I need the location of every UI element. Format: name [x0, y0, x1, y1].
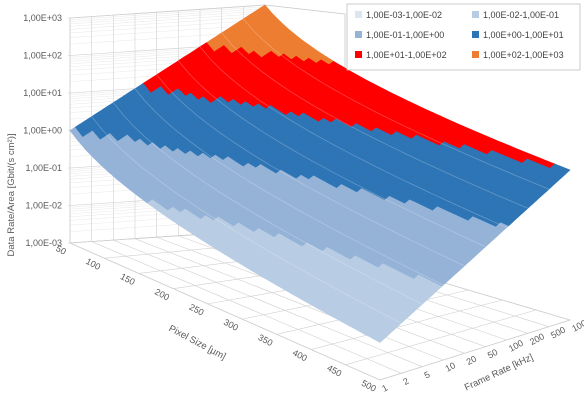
legend-swatch — [355, 51, 362, 58]
legend-box — [346, 3, 581, 71]
frame-rate-tick-label: 2 — [401, 376, 410, 387]
frame-rate-tick-label: 10 — [444, 360, 458, 374]
z-axis-ticks: 1,00E+03 1,00E+02 1,00E+01 1,00E+00 1,00E-01… — [23, 13, 62, 248]
legend-entry-label: 1,00E+00-1,00E+01 — [483, 30, 564, 40]
pixel-size-tick-label: 50 — [54, 243, 68, 257]
legend: 1,00E-03-1,00E-02 1,00E-02-1,00E-01 1,00E-… — [346, 3, 581, 71]
legend-entry-label: 1,00E+01-1,00E+02 — [366, 50, 447, 60]
legend-swatch — [355, 11, 362, 18]
pixel-size-tick-label: 400 — [291, 347, 309, 363]
pixel-size-tick-label: 100 — [84, 256, 102, 272]
legend-entry-label: 1,00E-02-1,00E-01 — [483, 10, 559, 20]
frame-rate-tick-label: 5 — [422, 369, 431, 380]
legend-swatch — [472, 31, 479, 38]
z-tick-label: 1,00E-03 — [25, 238, 62, 248]
pixel-size-tick-label: 500 — [360, 378, 378, 394]
x-axis-title: Pixel Size [µm] — [167, 323, 228, 362]
z-tick-label: 1,00E-02 — [25, 201, 62, 211]
frame-rate-tick-label: 1000 — [570, 316, 584, 334]
frame-rate-tick-label: 20 — [465, 354, 479, 368]
legend-entry-label: 1,00E-01-1,00E+00 — [366, 30, 444, 40]
z-tick-label: 1,00E+00 — [23, 126, 62, 136]
z-tick-label: 1,00E+03 — [23, 13, 62, 23]
pixel-size-tick-label: 200 — [153, 287, 171, 303]
legend-swatch — [355, 31, 362, 38]
legend-entry-label: 1,00E+02-1,00E+03 — [483, 50, 564, 60]
frame-rate-tick-label: 200 — [528, 331, 546, 347]
frame-rate-tick-label: 100 — [507, 338, 525, 354]
frame-rate-tick-label: 1 — [380, 383, 389, 394]
z-tick-label: 1,00E+02 — [23, 51, 62, 61]
z-axis-title: Data Rate/Area [Gbit/(s cm²)] — [6, 133, 17, 256]
legend-swatch — [472, 11, 479, 18]
pixel-size-tick-label: 300 — [222, 317, 240, 333]
pixel-size-tick-label: 350 — [256, 332, 274, 348]
frame-rate-tick-label: 500 — [549, 325, 567, 341]
legend-entry-label: 1,00E-03-1,00E-02 — [366, 10, 442, 20]
pixel-size-tick-label: 450 — [325, 363, 343, 379]
z-tick-label: 1,00E+01 — [23, 88, 62, 98]
frame-rate-tick-label: 50 — [486, 347, 500, 361]
pixel-size-tick-label: 250 — [188, 302, 206, 318]
surface — [69, 4, 571, 343]
legend-swatch — [472, 51, 479, 58]
z-tick-label: 1,00E-01 — [25, 163, 62, 173]
pixel-size-tick-label: 150 — [119, 271, 137, 287]
